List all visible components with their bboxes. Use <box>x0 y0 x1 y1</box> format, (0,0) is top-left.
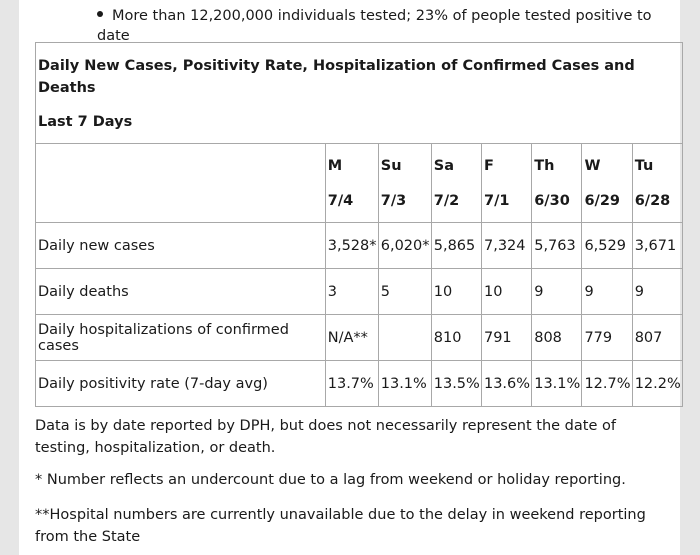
table-cell: 13.5% <box>430 360 482 407</box>
table-cell: 13.6% <box>480 360 533 407</box>
table-cell: 6,529 <box>581 222 633 269</box>
table-cell: 810 <box>430 314 482 361</box>
table-cell <box>377 314 432 361</box>
table-cell: 12.7% <box>581 360 633 407</box>
table-cell: 10 <box>430 268 482 315</box>
day-column-header: F 7/1 <box>480 143 533 223</box>
table-cell: 7,324 <box>480 222 533 269</box>
table-row-positivity: Daily positivity rate (7-day avg) 13.7% … <box>35 360 684 407</box>
table-cell: 9 <box>631 268 684 315</box>
table-cell: 779 <box>581 314 633 361</box>
table-cell: 807 <box>631 314 684 361</box>
table-title: Daily New Cases, Positivity Rate, Hospit… <box>38 58 635 96</box>
table-row-hospitalizations: Daily hospitalizations of confirmed case… <box>35 314 684 361</box>
day-column-header: W 6/29 <box>581 143 633 223</box>
table-cell: 12.2% <box>631 360 684 407</box>
table-cell: 13.1% <box>531 360 583 407</box>
cases-table: Daily New Cases, Positivity Rate, Hospit… <box>35 42 684 407</box>
table-cell: 13.7% <box>324 360 379 407</box>
row-label: Daily deaths <box>35 268 326 315</box>
table-cell: 9 <box>581 268 633 315</box>
table-cell: 6,020* <box>377 222 432 269</box>
table-cell: 3 <box>324 268 379 315</box>
note-undercount: * Number reflects an undercount due to a… <box>35 472 626 488</box>
note-data-source: Data is by date reported by DPH, but doe… <box>35 418 616 456</box>
row-label: Daily positivity rate (7-day avg) <box>35 360 326 407</box>
day-column-header: Tu 6/28 <box>631 143 684 223</box>
day-column-header: Sa 7/2 <box>430 143 482 223</box>
table-cell: 3,528* <box>324 222 379 269</box>
table-cell: 791 <box>480 314 533 361</box>
table-cell: N/A** <box>324 314 379 361</box>
document-page: More than 12,200,000 individuals tested;… <box>19 0 684 555</box>
table-subtitle: Last 7 Days <box>38 114 133 130</box>
table-cell: 808 <box>531 314 583 361</box>
empty-header-cell <box>35 143 326 223</box>
bullet-dot <box>97 11 103 17</box>
note-hospital: **Hospital numbers are currently unavail… <box>35 507 646 545</box>
table-cell: 5 <box>377 268 432 315</box>
table-cell: 3,671 <box>631 222 684 269</box>
table-row-deaths: Daily deaths 3 5 10 10 9 9 9 <box>35 268 684 315</box>
day-header-row: M 7/4 Su 7/3 Sa 7/2 F 7/1 Th 6/30 W 6/29 Tu 6/2… <box>35 143 684 223</box>
bullet-item: More than 12,200,000 individuals tested;… <box>97 6 680 46</box>
table-cell: 9 <box>531 268 583 315</box>
day-column-header: Th 6/30 <box>531 143 583 223</box>
day-column-header: M 7/4 <box>324 143 379 223</box>
day-column-header: Su 7/3 <box>377 143 432 223</box>
table-header-cell: Daily New Cases, Positivity Rate, Hospit… <box>35 42 683 144</box>
table-cell: 5,865 <box>430 222 482 269</box>
table-cell: 5,763 <box>531 222 583 269</box>
table-row-new-cases: Daily new cases 3,528* 6,020* 5,865 7,32… <box>35 222 684 269</box>
row-label: Daily hospitalizations of confirmed case… <box>35 314 326 361</box>
table-cell: 10 <box>480 268 533 315</box>
table-cell: 13.1% <box>377 360 432 407</box>
row-label: Daily new cases <box>35 222 326 269</box>
bullet-text: More than 12,200,000 individuals tested;… <box>97 8 652 44</box>
